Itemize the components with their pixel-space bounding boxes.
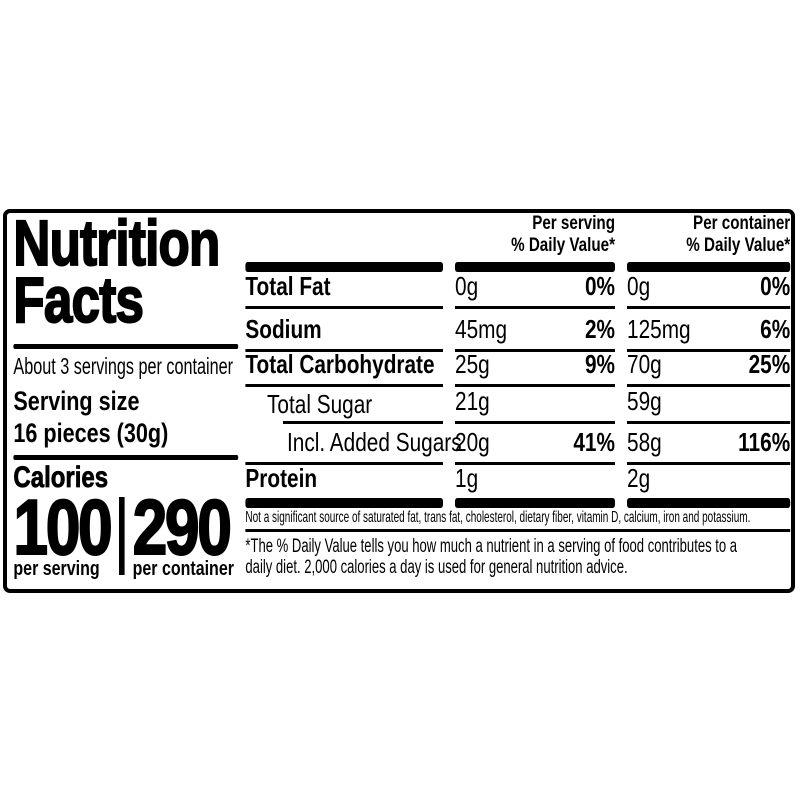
calories-label: Calories [13, 461, 109, 495]
daily-value: 0% [584, 271, 615, 301]
calories-per-container-unit: per container [132, 558, 234, 580]
amount: 1g [455, 463, 479, 493]
daily-value: 41% [573, 427, 615, 457]
row-protein-per-container: 2g [627, 463, 790, 498]
not-significant-footnote-text: Not a significant source of saturated fa… [245, 509, 751, 526]
thick-bar [245, 498, 443, 508]
amount: 0g [455, 271, 479, 301]
row-added-sugars-per-serving: 20g 41% [455, 424, 615, 465]
row-added-sugars-name: Incl. Added Sugars [245, 424, 462, 465]
calories-per-container: 290 per container [132, 483, 234, 581]
thick-bar [245, 262, 443, 272]
calories-divider [119, 497, 125, 575]
row-added-sugars-per-container: 58g 116% [627, 424, 791, 465]
divider [13, 344, 239, 349]
row-total-carbohydrate-per-serving: 25g 9% [455, 349, 615, 387]
daily-value-footnote-text: *The % Daily Value tells you how much a … [245, 536, 790, 578]
calories-per-serving-value: 100 [13, 483, 114, 571]
row-protein-name: Protein [245, 463, 318, 493]
nutrient-table: Per serving % Daily Value* Per container… [245, 213, 791, 589]
thick-bar [455, 498, 615, 508]
per-container-header-line2: % Daily Value* [686, 234, 791, 256]
servings-per-container: About 3 servings per container [13, 353, 234, 379]
label-title: Nutrition Facts [13, 210, 221, 333]
row-protein-per-serving: 1g [455, 463, 615, 498]
amount: 0g [627, 271, 651, 301]
amount: 125mg [627, 314, 691, 344]
calories-per-serving: 100 per serving [13, 483, 119, 581]
row-sodium-per-container: 125mg 6% [627, 309, 791, 352]
per-serving-header: Per serving % Daily Value* [455, 213, 615, 262]
thick-bar [627, 262, 791, 272]
serving-size-label: Serving size [13, 386, 140, 416]
row-total-fat-per-container: 0g 0% [627, 271, 791, 309]
per-serving-header-line1: Per serving [532, 213, 615, 235]
daily-value: 116% [738, 427, 791, 457]
title-line-2: Facts [13, 264, 145, 336]
daily-value-footnote-line1: *The % Daily Value tells you how much a … [245, 536, 738, 557]
amount: 59g [627, 386, 662, 416]
row-total-carbohydrate-per-container: 70g 25% [627, 349, 791, 387]
row-total-sugar-name: Total Sugar [245, 387, 443, 424]
row-sodium-name: Sodium [245, 309, 443, 352]
daily-value-footnote: *The % Daily Value tells you how much a … [245, 532, 790, 589]
nutrition-facts-label: Nutrition Facts About 3 servings per con… [3, 209, 795, 593]
thick-bar [455, 262, 615, 272]
thick-bar [627, 498, 791, 508]
daily-value: 6% [760, 314, 791, 344]
row-total-fat-per-serving: 0g 0% [455, 271, 615, 309]
daily-value: 2% [584, 314, 615, 344]
per-container-header: Per container % Daily Value* [627, 213, 790, 262]
title-line-1: Nutrition [13, 207, 221, 279]
label-content: Nutrition Facts About 3 servings per con… [7, 210, 791, 589]
amount: 21g [455, 386, 490, 416]
per-serving-header-line2: % Daily Value* [511, 234, 615, 256]
label-left-column: Nutrition Facts About 3 servings per con… [13, 210, 239, 589]
row-total-sugar-per-serving: 21g [455, 386, 615, 424]
not-significant-footnote: Not a significant source of saturated fa… [245, 508, 791, 532]
per-container-header-line1: Per container [693, 213, 791, 235]
calories-per-serving-unit: per serving [13, 558, 100, 580]
daily-value: 25% [748, 349, 791, 379]
daily-value: 9% [584, 349, 615, 379]
amount: 70g [627, 349, 662, 379]
serving-size-value: 16 pieces (30g) [13, 418, 169, 448]
amount: 45mg [455, 314, 508, 344]
calories-values: 100 per serving 290 per container [13, 483, 234, 581]
row-total-sugar-per-container: 59g [627, 386, 791, 424]
daily-value-footnote-line2: daily diet. 2,000 calories a day is used… [245, 557, 628, 578]
amount: 2g [627, 463, 651, 493]
row-total-carbohydrate-name: Total Carbohydrate [245, 349, 443, 387]
row-total-fat-name: Total Fat [245, 271, 443, 309]
daily-value: 0% [760, 271, 791, 301]
row-sodium-per-serving: 45mg 2% [455, 309, 615, 352]
calories-per-container-value: 290 [132, 483, 233, 571]
amount: 58g [627, 427, 662, 457]
amount: 25g [455, 349, 490, 379]
amount: 20g [455, 427, 490, 457]
divider [13, 455, 239, 460]
